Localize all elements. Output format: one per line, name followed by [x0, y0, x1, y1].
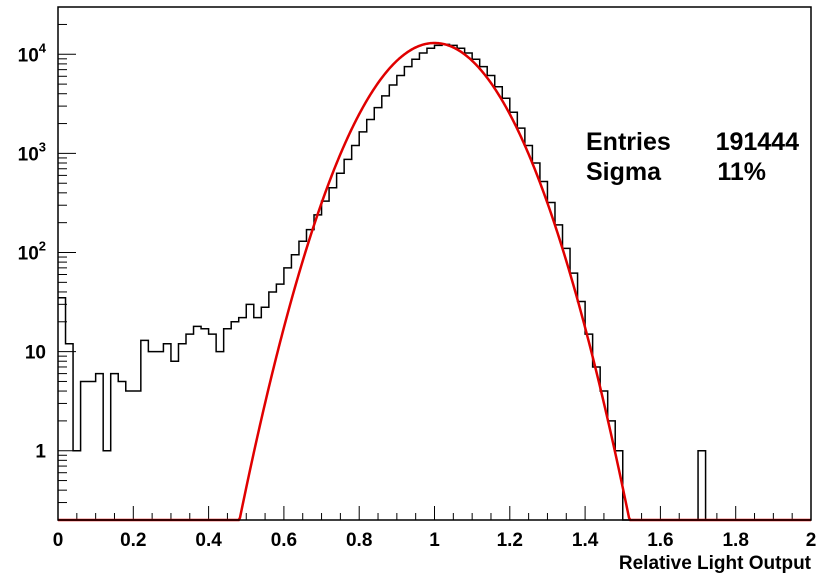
x-axis-title: Relative Light Output: [619, 553, 812, 574]
stats-box: Entries 191444 Sigma 11%: [586, 128, 799, 186]
sigma-value: 11%: [717, 158, 766, 186]
sigma-label: Sigma: [586, 158, 662, 186]
x-tick-label: 0.2: [120, 530, 146, 551]
x-tick-label: 1.2: [497, 530, 523, 551]
x-tick-label: 0.4: [195, 530, 222, 551]
plot-frame: [57, 6, 812, 521]
y-tick-label: 103: [18, 139, 46, 165]
x-tick-label: 1.8: [722, 530, 748, 551]
y-tick-labels: 1 10 102 103 104: [18, 40, 47, 462]
entries-value: 191444: [716, 128, 800, 156]
y-tick-label: 102: [18, 239, 46, 265]
entries-label: Entries: [586, 128, 671, 156]
x-tick-label: 0: [53, 530, 64, 551]
x-tick-labels: 0 0.2 0.4 0.6 0.8 1 1.2 1.4 1.6 1.8 2: [53, 530, 817, 551]
x-tick-label: 1.4: [572, 530, 599, 551]
x-tick-label: 1: [429, 530, 440, 551]
y-tick-label: 1: [35, 442, 46, 463]
y-tick-label: 10: [25, 343, 46, 364]
x-tick-label: 0.8: [346, 530, 372, 551]
x-tick-label: 1.6: [647, 530, 673, 551]
x-tick-label: 0.6: [271, 530, 297, 551]
y-tick-label: 104: [18, 40, 47, 66]
tick-marks: [57, 6, 812, 521]
x-tick-label: 2: [806, 530, 817, 551]
